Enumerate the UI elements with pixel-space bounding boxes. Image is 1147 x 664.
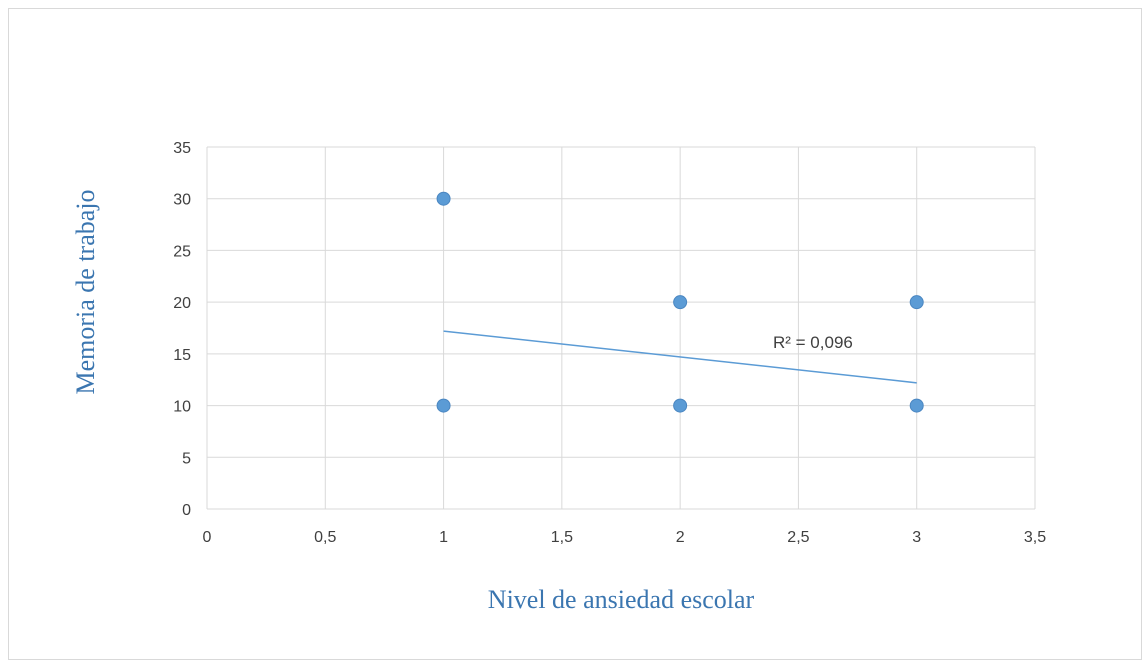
x-tick-label: 1,5 — [551, 529, 573, 546]
x-axis-title: Nivel de ansiedad escolar — [488, 585, 755, 614]
data-point — [673, 295, 688, 310]
y-axis-title: Memoria de trabajo — [71, 189, 100, 394]
chart-frame: 0 0,5 1 1,5 2 2,5 3 3,5 0 5 10 15 20 25 30 35 R² = 0,0… — [8, 8, 1142, 660]
data-point — [436, 191, 451, 206]
y-tick-label: 35 — [173, 140, 191, 157]
trendline — [443, 330, 917, 384]
grid-lines — [206, 146, 1036, 510]
x-tick-labels: 0 0,5 1 1,5 2 2,5 3 3,5 — [203, 529, 1047, 546]
y-tick-label: 0 — [182, 502, 191, 519]
y-tick-label: 5 — [182, 450, 191, 467]
x-tick-label: 0 — [203, 529, 212, 546]
data-point — [909, 295, 924, 310]
data-point — [909, 398, 924, 413]
x-tick-label: 2 — [676, 529, 685, 546]
y-tick-label: 20 — [173, 295, 191, 312]
y-tick-label: 15 — [173, 347, 191, 364]
y-tick-label: 30 — [173, 192, 191, 209]
data-points — [436, 191, 924, 413]
y-tick-labels: 0 5 10 15 20 25 30 35 — [173, 140, 191, 519]
data-point — [673, 398, 688, 413]
y-tick-label: 25 — [173, 243, 191, 260]
scatter-chart: 0 0,5 1 1,5 2 2,5 3 3,5 0 5 10 15 20 25 30 35 R² = 0,0… — [71, 140, 1047, 614]
x-tick-label: 0,5 — [314, 529, 336, 546]
data-point — [436, 398, 451, 413]
x-tick-label: 1 — [439, 529, 448, 546]
r-squared-annotation: R² = 0,096 — [773, 333, 853, 352]
y-tick-label: 10 — [173, 399, 191, 416]
x-tick-label: 2,5 — [787, 529, 809, 546]
x-tick-label: 3,5 — [1024, 529, 1046, 546]
x-tick-label: 3 — [912, 529, 921, 546]
